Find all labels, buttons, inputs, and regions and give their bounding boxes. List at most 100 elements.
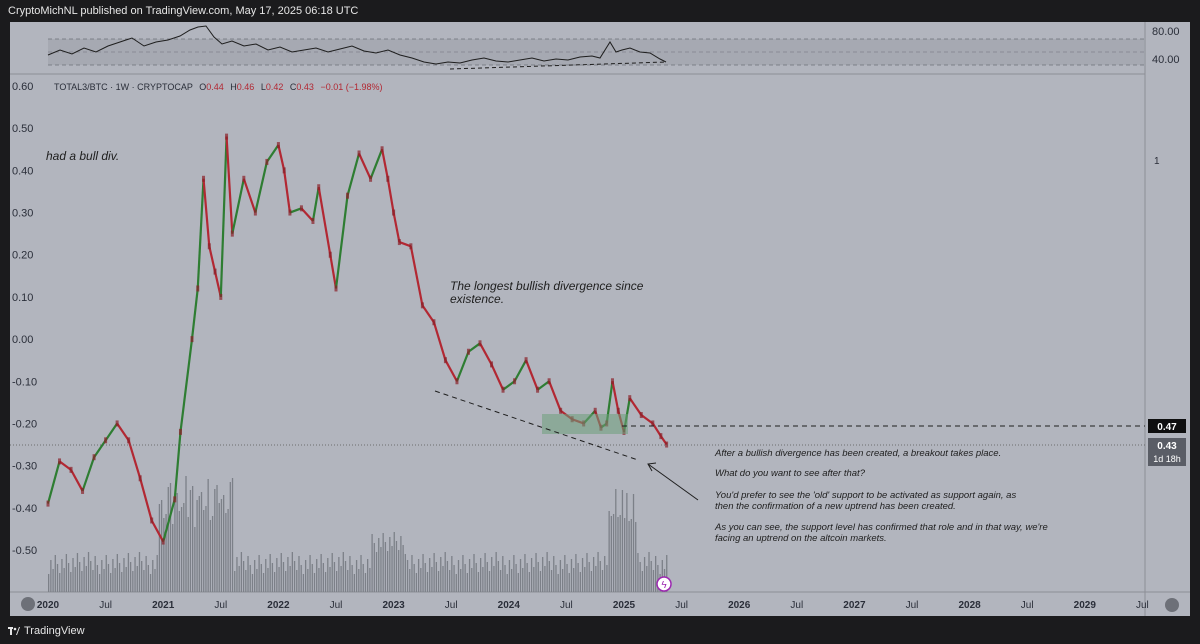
price-point: [478, 340, 482, 347]
scroll-right-button[interactable]: [1165, 598, 1179, 612]
volume-bar: [296, 570, 298, 592]
volume-bar: [200, 492, 203, 592]
volume-bar: [52, 569, 54, 592]
volume-bar: [632, 494, 635, 592]
price-segment: [317, 187, 332, 255]
lightning-icon[interactable]: [656, 576, 672, 592]
volume-bar: [324, 572, 327, 592]
volume-bar: [581, 558, 584, 592]
volume-bar: [575, 554, 577, 592]
price-segment: [139, 478, 153, 521]
volume-bar: [313, 573, 316, 592]
volume-bar: [300, 565, 302, 592]
volume-bar: [406, 560, 409, 592]
y-tick-label: 0.10: [12, 292, 33, 304]
volume-bar: [260, 564, 262, 592]
volume-bar: [160, 500, 163, 592]
volume-bar: [597, 552, 599, 592]
y-tick-label: -0.40: [12, 503, 37, 515]
volume-bar: [121, 572, 123, 592]
level-badge-bg: [1148, 419, 1186, 433]
volume-bar: [464, 564, 466, 592]
volume-bar: [371, 534, 373, 592]
volume-bar: [267, 568, 269, 592]
volume-bar: [218, 503, 220, 592]
price-segment: [81, 456, 96, 492]
price-axis[interactable]: [1145, 22, 1190, 616]
volume-bar: [276, 558, 278, 592]
price-segment: [213, 271, 222, 298]
price-segment: [369, 148, 384, 180]
volume-bar: [176, 493, 178, 592]
price-segment: [254, 161, 268, 213]
rsi-level-40: 40.00: [1152, 54, 1180, 66]
x-tick-label: Jul: [560, 600, 573, 611]
volume-bar: [167, 487, 169, 592]
x-tick-label: Jul: [675, 600, 688, 611]
price-segment: [467, 342, 481, 353]
commentary-p2: What do you want to see after that?: [715, 468, 866, 479]
price-segment: [127, 440, 142, 479]
price-point: [593, 407, 597, 414]
volume-bar: [223, 495, 225, 592]
volume-bar: [641, 571, 644, 592]
volume-bar: [329, 567, 331, 592]
volume-bar: [550, 570, 553, 592]
y-tick-label: 0.50: [12, 123, 33, 135]
volume-bar: [480, 558, 482, 592]
volume-bar: [123, 558, 125, 592]
price-segment: [329, 254, 338, 289]
volume-bar: [209, 520, 212, 592]
price-point: [69, 466, 73, 473]
volume-bar: [604, 556, 606, 592]
scroll-left-button[interactable]: [21, 597, 35, 611]
price-point: [230, 230, 234, 237]
chart-panel[interactable]: 80.00 40.00 TOTAL3/BTC · 1W · CRYPTOCAP …: [10, 22, 1190, 616]
bull-div-note: had a bull div.: [46, 149, 119, 163]
x-tick-label: Jul: [1136, 600, 1149, 611]
volume-bar: [515, 564, 517, 592]
price-segment: [277, 144, 286, 171]
volume-bar: [254, 560, 256, 592]
volume-bar: [533, 567, 535, 592]
y-axis-ticks: 0.60 0.50 0.40 0.30 0.20 0.10 0.00 -0.10 -0.20 -0…: [12, 81, 37, 557]
volume-bar: [180, 507, 183, 592]
volume-bar: [466, 573, 469, 592]
volume-bar: [393, 532, 395, 592]
volume-bar: [105, 555, 107, 592]
volume-bar: [289, 566, 291, 592]
price-point: [490, 361, 494, 368]
volume-bar: [468, 559, 471, 592]
volume-bar: [595, 566, 597, 592]
volume-bar: [344, 561, 347, 592]
publish-info: CryptoMichNL published on TradingView.co…: [8, 5, 359, 17]
volume-bar: [205, 506, 207, 592]
volume-bar: [495, 552, 497, 592]
price-segment: [455, 351, 470, 382]
x-tick-label: Jul: [906, 600, 919, 611]
chart-canvas[interactable]: 80.00 40.00 TOTAL3/BTC · 1W · CRYPTOCAP …: [10, 22, 1190, 616]
price-point: [173, 496, 177, 503]
price-point: [513, 378, 517, 385]
volume-bar: [74, 567, 76, 592]
longest-div-note-line1: The longest bullish divergence since: [450, 279, 644, 293]
volume-bar: [579, 572, 581, 592]
ohlc-open: 0.44: [206, 82, 224, 92]
price-segment: [196, 178, 205, 289]
volume-bar: [340, 566, 342, 592]
volume-bar: [590, 571, 593, 592]
volume-bar: [282, 562, 285, 592]
volume-bar: [624, 518, 626, 592]
price-segment: [190, 288, 199, 340]
ohlc-low: 0.42: [266, 82, 284, 92]
volume-bar: [639, 562, 641, 592]
volume-bar: [114, 568, 116, 592]
symbol-legend[interactable]: TOTAL3/BTC · 1W · CRYPTOCAP O0.44 H0.46 …: [54, 82, 382, 92]
volume-bar: [475, 563, 477, 592]
price-segment: [409, 246, 424, 306]
volume-bar: [473, 554, 475, 592]
x-axis-ticks: 2020 Jul 2021 Jul 2022 Jul 2023 Jul 2024 Jul 2025 J…: [37, 600, 1149, 611]
volume-bar: [471, 568, 473, 592]
volume-bar: [426, 572, 429, 592]
price-segment: [628, 397, 643, 416]
